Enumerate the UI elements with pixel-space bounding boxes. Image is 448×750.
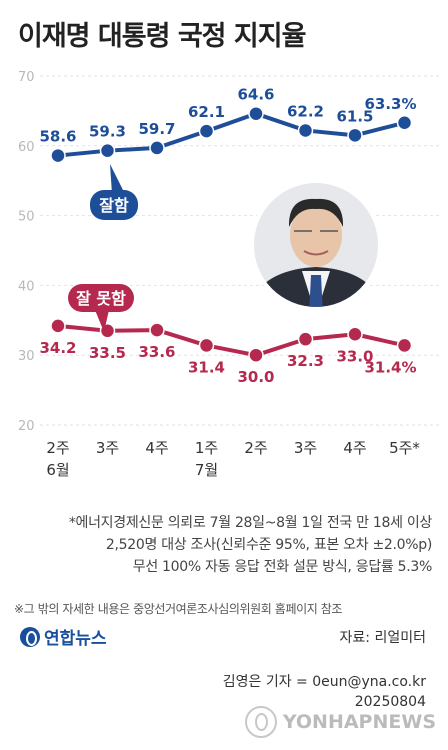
tie [309, 275, 323, 307]
data-label: 30.0 [237, 368, 274, 386]
callout-bubble [68, 284, 134, 312]
legend-label: 잘 못함 [76, 289, 126, 308]
footnote: ※그 밖의 자세한 내용은 중앙선거여론조사심의위원회 홈페이지 참조 [14, 602, 343, 616]
x-tick-label: 6월 [46, 461, 69, 479]
data-label: 31.4% [364, 358, 416, 376]
callout-tail [110, 164, 124, 194]
y-tick-label: 30 [18, 349, 35, 364]
grid: 20 30 40 50 60 70 [18, 70, 440, 434]
callout-bubble [90, 190, 138, 220]
data-point [248, 105, 264, 122]
data-label: 59.3 [89, 123, 126, 141]
data-point [50, 318, 66, 334]
data-label: 33.5 [89, 344, 126, 362]
data-point [297, 122, 314, 139]
data-label: 34.2 [39, 339, 76, 357]
callout-tail [95, 310, 109, 332]
data-point [149, 322, 165, 338]
data-label: 62.1 [188, 103, 225, 121]
watermark-text: YONHAPNEWS [282, 711, 436, 733]
data-point [347, 326, 363, 343]
series [50, 105, 413, 363]
yonhap-logo: 연합뉴스 [20, 624, 107, 649]
data-point [248, 347, 264, 363]
data-label: 58.6 [39, 128, 76, 146]
face [290, 203, 342, 267]
x-tick-label: 4주 [145, 439, 168, 457]
data-point [198, 337, 215, 354]
survey-note: *에너지경제신문 의뢰로 7월 28일~8월 1일 전국 만 18세 이상 2,… [69, 512, 432, 578]
line-chart: 20 30 40 50 60 70 58.6 59.3 59.7 62.1 64.6 62.2 61.… [18, 70, 440, 479]
y-tick-label: 50 [18, 210, 35, 225]
x-tick-label: 3주 [294, 439, 317, 457]
y-tick-label: 60 [18, 140, 35, 155]
survey-note-line: 무선 100% 자동 응답 전화 설문 방식, 응답률 5.3% [132, 559, 433, 575]
source: 자료: 리얼미터 [339, 630, 426, 646]
y-tick-label: 40 [18, 279, 35, 294]
data-point [50, 147, 66, 164]
data-point [396, 337, 413, 354]
x-tick-label: 2주 [244, 439, 267, 457]
data-label: 33.0 [336, 347, 373, 365]
y-tick-label: 20 [18, 419, 35, 434]
data-point [149, 140, 165, 156]
x-tick-label: 3주 [96, 439, 119, 457]
data-label: 31.4 [188, 358, 225, 376]
x-axis: 2주 6월 3주 4주 1주 7월 2주 3주 4주 5주* [46, 439, 420, 479]
smile [303, 250, 329, 256]
data-label: 62.2 [287, 102, 324, 120]
byline-author: 김영은 기자 = 0eun@yna.co.kr [222, 674, 426, 690]
watermark-icon [244, 706, 277, 738]
data-label: 59.7 [138, 120, 175, 138]
x-tick-label: 2주 [46, 439, 69, 457]
byline: 김영은 기자 = 0eun@yna.co.kr 20250804 [223, 672, 426, 712]
data-label: 64.6 [237, 86, 274, 104]
y-tick-label: 70 [18, 70, 35, 85]
portrait-photo [250, 179, 382, 311]
data-point [347, 127, 363, 144]
series-line-1 [57, 323, 405, 358]
yonhap-logo-icon [20, 626, 40, 647]
x-tick-label: 7월 [195, 461, 218, 479]
data-point [99, 142, 116, 159]
data-label: 63.3% [364, 95, 416, 113]
chart-title: 이재명 대통령 국정 지지율 [18, 21, 306, 52]
data-label: 33.6 [138, 343, 175, 361]
x-tick-label: 4주 [343, 439, 366, 457]
data-point [198, 123, 215, 139]
legend-label: 잘함 [99, 196, 129, 215]
data-label: 61.5 [336, 107, 373, 125]
series-callout: 잘 못함 [68, 284, 134, 332]
survey-note-line: 2,520명 대상 조사(신뢰수준 95%, 표본 오차 ±2.0%p) [105, 537, 432, 553]
data-label: 32.3 [287, 352, 324, 370]
byline-date: 20250804 [354, 694, 426, 710]
x-tick-label: 1주 [195, 439, 218, 457]
watermark: YONHAPNEWS [244, 706, 436, 738]
series-line-0 [57, 111, 405, 158]
hair [288, 198, 344, 227]
survey-note-line: *에너지경제신문 의뢰로 7월 28일~8월 1일 전국 만 18세 이상 [68, 515, 432, 531]
x-tick-label: 5주* [389, 439, 420, 457]
data-point [396, 115, 413, 131]
data-point [297, 331, 314, 347]
data-labels: 58.6 59.3 59.7 62.1 64.6 62.2 61.563.3% 34.2 33.… [39, 86, 416, 387]
series-callout: 잘함 [90, 164, 138, 220]
logo-text: 연합뉴스 [44, 629, 107, 649]
